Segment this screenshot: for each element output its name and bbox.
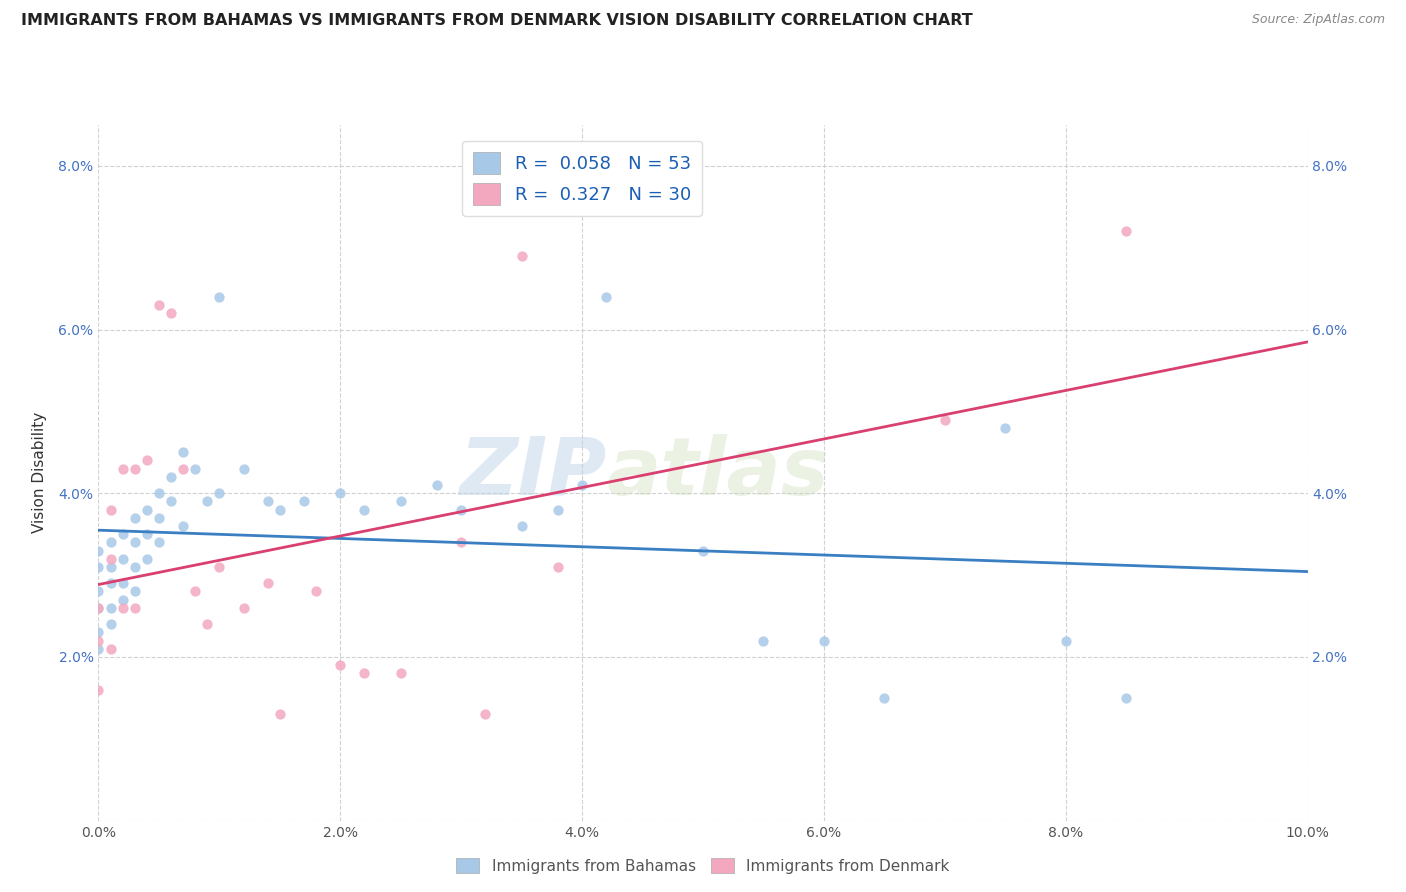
- Point: [100, 617, 122, 632]
- Point: [547, 560, 569, 574]
- Point: [873, 690, 896, 705]
- Point: [111, 461, 134, 475]
- Text: ZIP: ZIP: [458, 434, 606, 512]
- Point: [100, 535, 122, 549]
- Point: [135, 527, 157, 541]
- Point: [1054, 633, 1077, 648]
- Point: [135, 551, 157, 566]
- Point: [353, 502, 375, 516]
- Point: [148, 486, 170, 500]
- Point: [124, 510, 146, 524]
- Point: [87, 625, 110, 640]
- Point: [160, 470, 183, 484]
- Point: [752, 633, 775, 648]
- Point: [934, 412, 956, 426]
- Point: [195, 617, 218, 632]
- Point: [389, 666, 412, 681]
- Text: IMMIGRANTS FROM BAHAMAS VS IMMIGRANTS FROM DENMARK VISION DISABILITY CORRELATION: IMMIGRANTS FROM BAHAMAS VS IMMIGRANTS FR…: [21, 13, 973, 29]
- Point: [111, 600, 134, 615]
- Point: [813, 633, 835, 648]
- Point: [87, 682, 110, 697]
- Point: [148, 510, 170, 524]
- Point: [184, 461, 207, 475]
- Point: [1115, 690, 1137, 705]
- Point: [184, 584, 207, 599]
- Point: [124, 461, 146, 475]
- Point: [111, 576, 134, 591]
- Point: [269, 502, 291, 516]
- Point: [124, 584, 146, 599]
- Point: [135, 453, 157, 467]
- Point: [172, 519, 194, 533]
- Point: [87, 641, 110, 656]
- Point: [87, 633, 110, 648]
- Point: [87, 560, 110, 574]
- Point: [994, 421, 1017, 435]
- Point: [100, 641, 122, 656]
- Point: [232, 600, 254, 615]
- Point: [87, 543, 110, 558]
- Point: [208, 290, 231, 304]
- Point: [100, 502, 122, 516]
- Point: [148, 535, 170, 549]
- Point: [450, 535, 472, 549]
- Point: [389, 494, 412, 508]
- Point: [450, 502, 472, 516]
- Point: [510, 519, 533, 533]
- Point: [100, 551, 122, 566]
- Point: [353, 666, 375, 681]
- Legend: R =  0.058   N = 53, R =  0.327   N = 30: R = 0.058 N = 53, R = 0.327 N = 30: [463, 141, 702, 216]
- Point: [329, 486, 352, 500]
- Point: [100, 560, 122, 574]
- Point: [1115, 224, 1137, 238]
- Point: [148, 298, 170, 312]
- Point: [426, 478, 449, 492]
- Point: [232, 461, 254, 475]
- Point: [111, 592, 134, 607]
- Point: [292, 494, 315, 508]
- Point: [571, 478, 593, 492]
- Point: [172, 445, 194, 459]
- Point: [256, 576, 278, 591]
- Y-axis label: Vision Disability: Vision Disability: [32, 412, 48, 533]
- Point: [100, 576, 122, 591]
- Point: [124, 535, 146, 549]
- Point: [329, 658, 352, 673]
- Point: [172, 461, 194, 475]
- Point: [256, 494, 278, 508]
- Point: [269, 707, 291, 722]
- Point: [87, 600, 110, 615]
- Point: [124, 600, 146, 615]
- Text: Source: ZipAtlas.com: Source: ZipAtlas.com: [1251, 13, 1385, 27]
- Point: [692, 543, 714, 558]
- Point: [87, 600, 110, 615]
- Point: [510, 249, 533, 263]
- Point: [135, 502, 157, 516]
- Point: [124, 560, 146, 574]
- Point: [595, 290, 617, 304]
- Point: [160, 494, 183, 508]
- Point: [547, 502, 569, 516]
- Point: [111, 551, 134, 566]
- Point: [305, 584, 328, 599]
- Point: [208, 486, 231, 500]
- Point: [195, 494, 218, 508]
- Point: [160, 306, 183, 320]
- Point: [111, 527, 134, 541]
- Point: [87, 584, 110, 599]
- Text: atlas: atlas: [606, 434, 830, 512]
- Point: [474, 707, 496, 722]
- Point: [208, 560, 231, 574]
- Point: [100, 600, 122, 615]
- Legend: Immigrants from Bahamas, Immigrants from Denmark: Immigrants from Bahamas, Immigrants from…: [450, 852, 956, 880]
